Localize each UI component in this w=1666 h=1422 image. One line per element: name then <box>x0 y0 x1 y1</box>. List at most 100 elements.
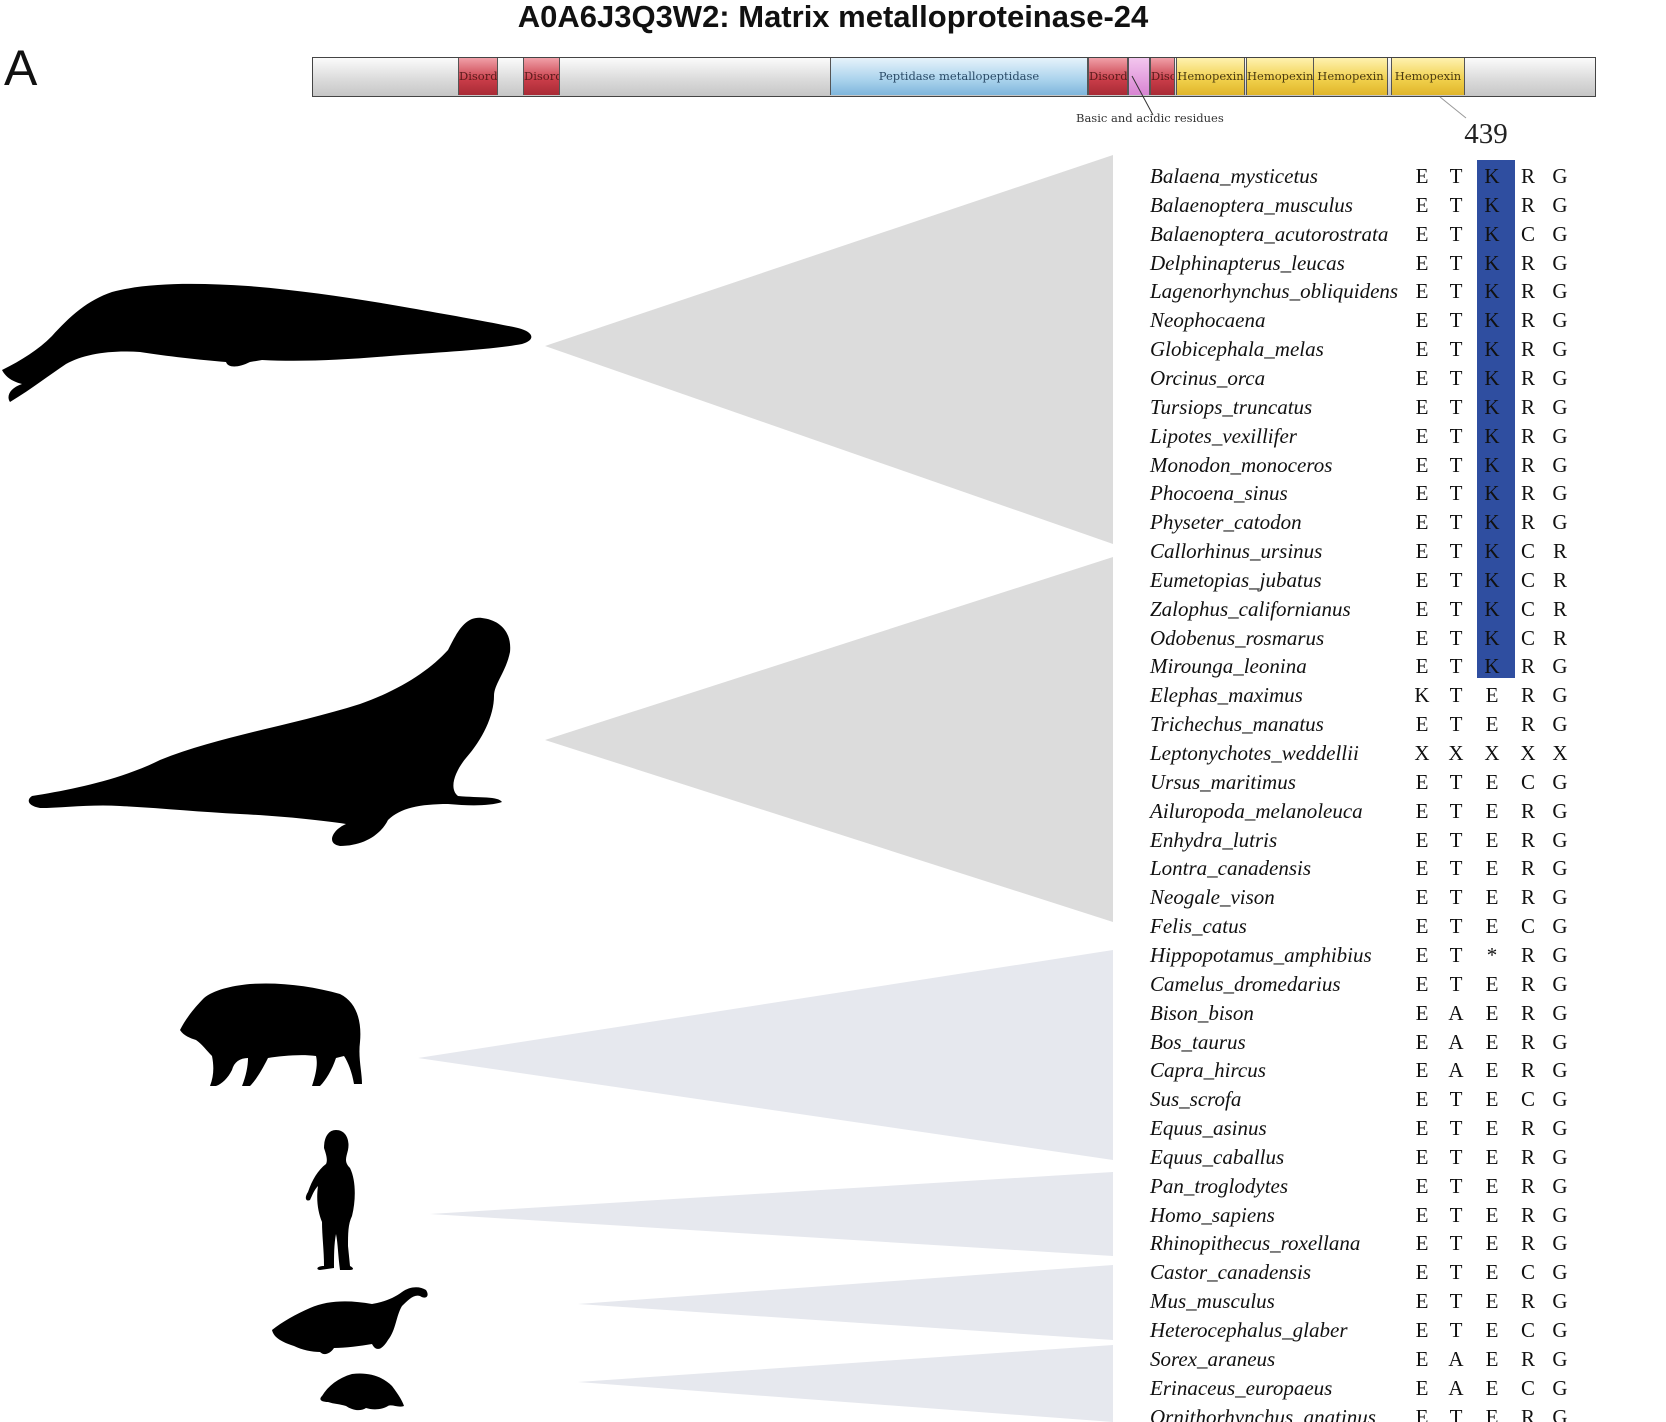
residue: A <box>1448 1058 1464 1083</box>
clade-wedge <box>418 950 1113 1160</box>
residue: K <box>1484 654 1500 679</box>
domain-segment-disordered: Disordered <box>523 58 560 95</box>
residue: E <box>1415 1260 1429 1285</box>
species-name: Lipotes_vexillifer <box>1150 423 1297 448</box>
residue: R <box>1552 596 1567 621</box>
residue: E <box>1415 1058 1429 1083</box>
alignment-row: Bison_bison E A E R G <box>1150 999 1610 1028</box>
residue: E <box>1415 798 1429 823</box>
residue: T <box>1449 1144 1463 1169</box>
residue: R <box>1520 337 1535 362</box>
alignment-row: Ursus_maritimus E T E C G <box>1150 768 1610 797</box>
alignment-row: Physeter_catodon E T K R G <box>1150 508 1610 537</box>
residue: T <box>1449 250 1463 275</box>
residue: C <box>1520 567 1535 592</box>
alignment-row: Neogale_vison E T E R G <box>1150 883 1610 912</box>
residue: X <box>1414 741 1430 765</box>
residue: R <box>1520 1058 1535 1083</box>
residue: A <box>1448 1346 1464 1371</box>
species-name: Sorex_araneus <box>1150 1346 1276 1371</box>
species-name: Heterocephalus_glaber <box>1150 1318 1348 1342</box>
residue: E <box>1415 452 1429 477</box>
residue: T <box>1449 1318 1463 1342</box>
residue: E <box>1415 1375 1429 1400</box>
figure-title: A0A6J3Q3W2: Matrix metalloproteinase-24 <box>517 0 1149 34</box>
residue: G <box>1552 654 1568 679</box>
residue: R <box>1520 971 1535 996</box>
residue: G <box>1552 452 1568 477</box>
residue: E <box>1415 769 1429 794</box>
alignment-row: Erinaceus_europaeus E A E C G <box>1150 1374 1610 1403</box>
residue: X <box>1552 741 1568 765</box>
residue: K <box>1484 337 1500 362</box>
residue: * <box>1486 942 1498 967</box>
residue: A <box>1448 1029 1464 1054</box>
residue: G <box>1552 164 1568 188</box>
residue: K <box>1484 365 1500 390</box>
clade-wedge <box>578 1345 1113 1422</box>
residue: T <box>1449 1202 1463 1227</box>
domain-segment-basic <box>1128 58 1150 95</box>
alignment-row: Castor_canadensis E T E C G <box>1150 1258 1610 1287</box>
residue: R <box>1520 394 1535 419</box>
species-name: Hippopotamus_amphibius <box>1150 942 1372 967</box>
residue: K <box>1484 452 1500 477</box>
residue: E <box>1485 1029 1499 1054</box>
residue: R <box>1552 567 1567 592</box>
species-name: Callorhinus_ursinus <box>1150 539 1323 564</box>
residue: E <box>1415 1087 1429 1112</box>
residue: G <box>1552 1260 1568 1285</box>
residue: E <box>1485 856 1499 881</box>
residue: E <box>1415 1144 1429 1169</box>
residue: E <box>1485 1202 1499 1227</box>
alignment-row: Balaenoptera_acutorostrata E T K C G <box>1150 220 1610 249</box>
species-name: Monodon_monoceros <box>1150 452 1333 477</box>
species-name: Elephas_maximus <box>1150 683 1303 708</box>
residue: R <box>1520 1029 1535 1054</box>
whale-silhouette <box>2 283 532 402</box>
residue: T <box>1449 423 1463 448</box>
clade-wedge <box>545 557 1113 922</box>
alignment-row: Mus_musculus E T E R G <box>1150 1287 1610 1316</box>
residue: E <box>1485 1087 1499 1112</box>
species-name: Trichechus_manatus <box>1150 712 1324 737</box>
residue: T <box>1449 914 1463 939</box>
residue: E <box>1485 885 1499 910</box>
residue: G <box>1552 510 1568 535</box>
residue: G <box>1552 394 1568 419</box>
residue: T <box>1449 279 1463 304</box>
residue: E <box>1415 192 1429 217</box>
residue: E <box>1485 1173 1499 1198</box>
residue: R <box>1520 942 1535 967</box>
species-name: Mirounga_leonina <box>1150 654 1307 679</box>
residue: E <box>1485 798 1499 823</box>
residue: E <box>1415 539 1429 564</box>
species-name: Pan_troglodytes <box>1150 1173 1289 1198</box>
residue: E <box>1415 942 1429 967</box>
residue: G <box>1552 481 1568 506</box>
alignment-row: Elephas_maximus K T E R G <box>1150 681 1610 710</box>
alignment-row: Phocoena_sinus E T K R G <box>1150 479 1610 508</box>
residue: C <box>1520 769 1535 794</box>
residue: R <box>1520 192 1535 217</box>
species-name: Balaenoptera_musculus <box>1150 192 1353 217</box>
residue: E <box>1415 625 1429 650</box>
residue: K <box>1484 221 1500 246</box>
residue: E <box>1485 1404 1499 1422</box>
clade-wedges <box>418 155 1113 1422</box>
residue: G <box>1552 712 1568 737</box>
residue: E <box>1415 654 1429 679</box>
residue: R <box>1520 798 1535 823</box>
species-name: Equus_caballus <box>1150 1144 1285 1169</box>
domain-segment-hemopexin: Hemopexin <box>1246 58 1314 95</box>
alignment-row: Rhinopithecus_roxellana E T E R G <box>1150 1229 1610 1258</box>
residue: G <box>1552 337 1568 362</box>
residue: T <box>1449 625 1463 650</box>
alignment-row: Neophocaena E T K R G <box>1150 306 1610 335</box>
residue: E <box>1415 279 1429 304</box>
species-name: Ailuropoda_melanoleuca <box>1150 798 1363 823</box>
species-name: Phocoena_sinus <box>1150 481 1288 506</box>
domain-segment-hemopexin: Hemopexin <box>1176 58 1245 95</box>
residue: T <box>1449 221 1463 246</box>
